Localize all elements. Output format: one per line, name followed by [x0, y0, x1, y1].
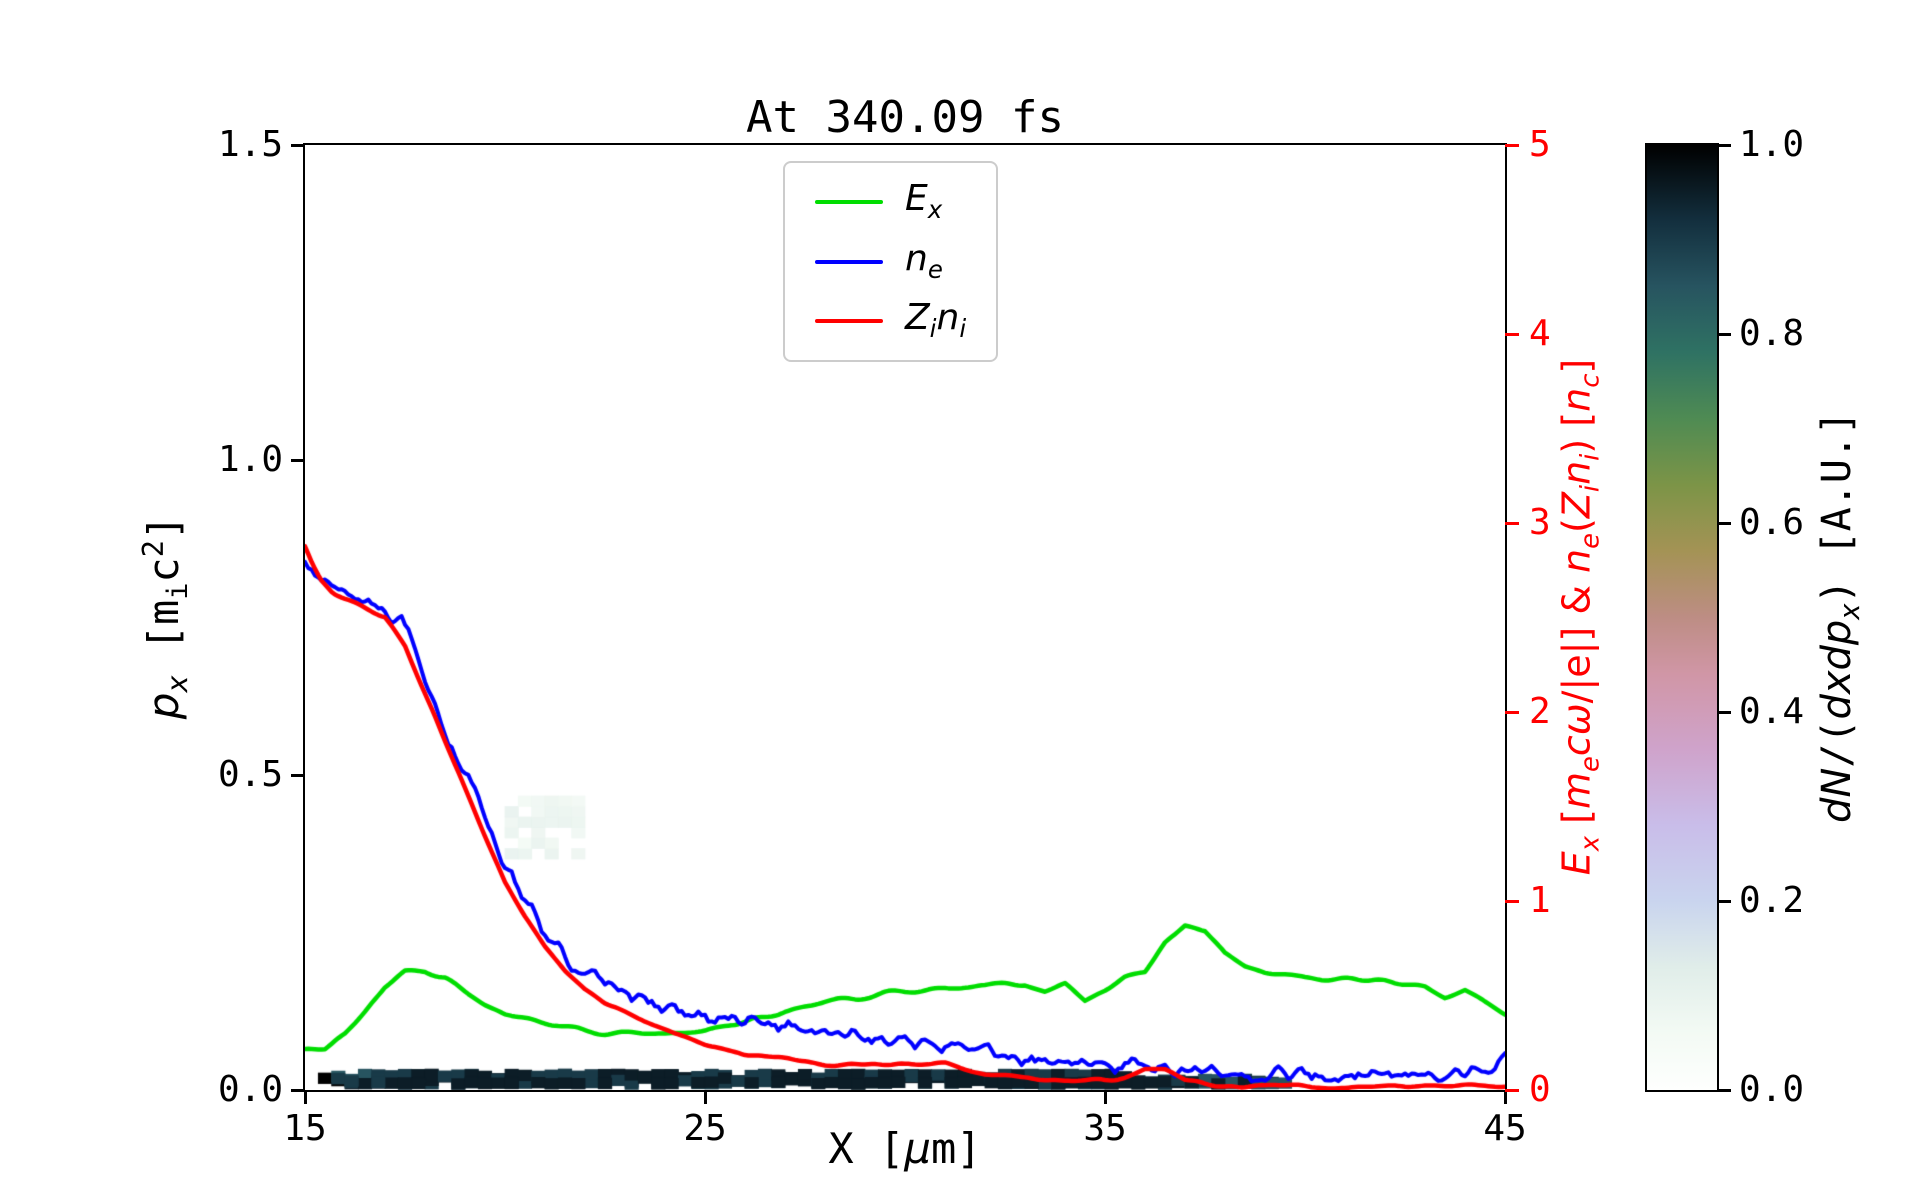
x-axis-tick	[1103, 1090, 1107, 1104]
y-axis-left-tick-label: 0.0	[217, 1069, 283, 1110]
colorbar-tick	[1719, 143, 1731, 147]
y-axis-right-tick	[1505, 332, 1519, 336]
y-axis-right-tick	[1505, 143, 1519, 147]
colorbar-tick	[1719, 710, 1731, 714]
colorbar-tick-label: 0.6	[1739, 502, 1805, 543]
colorbar-tick	[1719, 521, 1731, 525]
legend-label: Zini	[905, 297, 967, 344]
colorbar-tick-label: 0.0	[1739, 1069, 1805, 1110]
y-axis-left-tick-label: 1.5	[217, 124, 283, 165]
colorbar-tick	[1719, 899, 1731, 903]
colorbar-tick-label: 0.2	[1739, 880, 1805, 921]
y-axis-right-tick-label: 0	[1529, 1069, 1551, 1110]
colorbar-tick	[1719, 332, 1731, 336]
legend-item-e-x: Ex	[815, 181, 966, 223]
colorbar-tick	[1719, 1088, 1731, 1092]
legend-item-z-i-n-i: Zini	[815, 300, 966, 342]
colorbar-tick-label: 0.8	[1739, 313, 1805, 354]
legend: Ex ne Zini	[783, 161, 999, 363]
x-axis-tick-label: 35	[1083, 1108, 1127, 1149]
x-axis-tick-label: 15	[283, 1108, 327, 1149]
legend-line-swatch	[815, 259, 883, 264]
legend-line-swatch	[815, 199, 883, 204]
y-axis-right-tick-label: 4	[1529, 313, 1551, 354]
plot-area: Ex ne Zini	[303, 143, 1507, 1092]
x-axis-label: X [μm]	[828, 1124, 982, 1173]
y-axis-label-right: Ex [mecω/|e|] & ne(Zini) [nc]	[1554, 358, 1606, 876]
y-axis-left-tick	[291, 773, 305, 777]
y-axis-left-tick	[291, 1088, 305, 1092]
x-axis-tick	[1503, 1090, 1507, 1104]
y-axis-right-tick-label: 5	[1529, 124, 1551, 165]
y-axis-label-left: px [mic2]	[135, 514, 195, 720]
y-axis-right-tick-label: 1	[1529, 880, 1551, 921]
legend-line-swatch	[815, 319, 883, 324]
colorbar-tick-label: 1.0	[1739, 124, 1805, 165]
y-axis-right-tick	[1505, 710, 1519, 714]
y-axis-left-tick-label: 1.0	[217, 439, 283, 480]
legend-item-n-e: ne	[815, 237, 966, 284]
colorbar-label: dN/(dxdpx) [A.U.]	[1814, 410, 1866, 824]
y-axis-left-tick	[291, 143, 305, 147]
y-axis-left-tick	[291, 458, 305, 462]
x-axis-tick	[703, 1090, 707, 1104]
legend-label: ne	[905, 237, 943, 284]
x-axis-tick-label: 45	[1483, 1108, 1527, 1149]
chart-title: At 340.09 fs	[746, 92, 1064, 143]
y-axis-right-tick	[1505, 1088, 1519, 1092]
y-axis-left-tick-label: 0.5	[217, 754, 283, 795]
x-axis-tick	[303, 1090, 307, 1104]
y-axis-right-tick-label: 3	[1529, 502, 1551, 543]
colorbar-tick-label: 0.4	[1739, 691, 1805, 732]
y-axis-right-tick	[1505, 521, 1519, 525]
y-axis-right-tick	[1505, 899, 1519, 903]
colorbar-gradient	[1645, 143, 1719, 1092]
legend-label: Ex	[905, 178, 943, 225]
x-axis-tick-label: 25	[683, 1108, 727, 1149]
y-axis-right-tick-label: 2	[1529, 691, 1551, 732]
